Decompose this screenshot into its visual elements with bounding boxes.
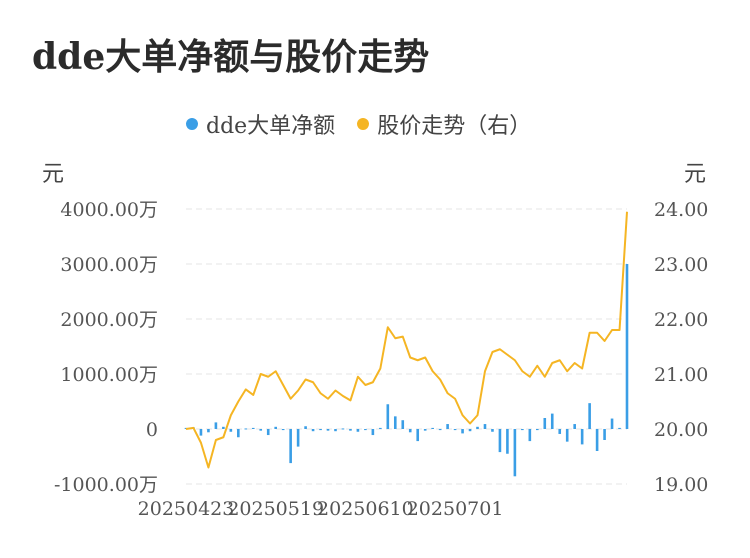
- x-tick-label: 20250519: [227, 498, 324, 520]
- bar-series-dde: [184, 264, 629, 477]
- dde-bar[interactable]: [625, 264, 629, 429]
- y-right-tick-label: 20.00: [654, 419, 708, 441]
- line-series-price: [185, 211, 628, 469]
- dde-bar[interactable]: [506, 429, 509, 454]
- dde-bar[interactable]: [304, 426, 307, 429]
- dde-bar[interactable]: [222, 426, 225, 429]
- dde-bar[interactable]: [207, 429, 210, 433]
- dde-bar[interactable]: [521, 429, 524, 431]
- dde-bar[interactable]: [618, 427, 621, 429]
- dde-bar[interactable]: [326, 429, 330, 431]
- y-right-tick-label: 22.00: [654, 309, 708, 331]
- dde-bar[interactable]: [311, 429, 315, 432]
- x-tick-label: 20250610: [317, 498, 414, 520]
- dde-bar[interactable]: [364, 429, 367, 431]
- dde-bar[interactable]: [528, 429, 532, 442]
- dde-bar[interactable]: [610, 418, 614, 429]
- dde-bar[interactable]: [289, 429, 292, 464]
- dde-bar[interactable]: [379, 427, 382, 429]
- dde-bar[interactable]: [408, 429, 412, 433]
- dde-bar[interactable]: [468, 429, 472, 432]
- legend-dot-dde-icon: [186, 118, 198, 130]
- chart-title: dde大单净额与股价走势: [32, 36, 430, 78]
- dde-bar[interactable]: [214, 422, 218, 429]
- chart-legend: dde大单净额 股价走势（右）: [186, 108, 553, 140]
- dde-bar[interactable]: [416, 429, 420, 442]
- dde-bar[interactable]: [349, 429, 352, 431]
- legend-item-price[interactable]: 股价走势（右）: [357, 108, 531, 140]
- x-tick-label: 20250423: [138, 498, 235, 520]
- dde-bar[interactable]: [281, 429, 285, 431]
- dde-bar[interactable]: [588, 403, 591, 429]
- y-right-tick-label: 21.00: [654, 364, 708, 386]
- y-left-tick-label: -1000.00万: [54, 474, 158, 496]
- y-left-tick-label: 1000.00万: [60, 364, 158, 386]
- dde-bar[interactable]: [423, 429, 427, 431]
- right-axis-unit: 元: [684, 162, 707, 187]
- dde-bar[interactable]: [341, 428, 345, 430]
- dde-bar[interactable]: [543, 418, 547, 429]
- dde-bar[interactable]: [199, 429, 203, 436]
- dde-bar[interactable]: [431, 427, 434, 429]
- dde-bar[interactable]: [453, 429, 457, 431]
- dde-bar[interactable]: [393, 416, 397, 429]
- axis-labels: -1000.00万 19.00 0 20.00 1000.00万 21.00 2000.00…: [54, 199, 708, 520]
- y-right-tick-label: 19.00: [654, 474, 708, 496]
- dde-bar[interactable]: [461, 429, 464, 434]
- dde-bar[interactable]: [334, 429, 337, 432]
- dde-bar[interactable]: [251, 427, 255, 429]
- y-left-tick-label: 0: [146, 419, 158, 441]
- y-left-tick-label: 2000.00万: [60, 309, 158, 331]
- dde-bar[interactable]: [513, 429, 517, 477]
- dde-bar[interactable]: [259, 429, 263, 431]
- y-left-tick-label: 4000.00万: [60, 199, 158, 221]
- x-tick-label: 20250701: [407, 498, 504, 520]
- dde-bar[interactable]: [356, 429, 360, 432]
- dde-bar[interactable]: [266, 429, 270, 436]
- dde-bar[interactable]: [498, 429, 502, 453]
- dde-bar[interactable]: [550, 413, 554, 429]
- y-right-tick-label: 23.00: [654, 254, 708, 276]
- dde-bar[interactable]: [476, 426, 479, 429]
- dde-bar[interactable]: [565, 429, 569, 442]
- dde-bar[interactable]: [296, 429, 300, 447]
- dde-bar[interactable]: [595, 429, 599, 451]
- dde-bar[interactable]: [237, 429, 240, 438]
- dde-bar[interactable]: [491, 429, 494, 432]
- legend-label-dde: dde大单净额: [206, 114, 336, 139]
- legend-dot-price-icon: [357, 118, 370, 130]
- dde-bar[interactable]: [274, 426, 277, 429]
- legend-item-dde[interactable]: dde大单净额: [186, 108, 335, 140]
- dde-bar[interactable]: [580, 429, 584, 445]
- dde-bar[interactable]: [401, 420, 405, 429]
- dde-bar[interactable]: [446, 424, 449, 429]
- dde-bar[interactable]: [603, 429, 606, 440]
- dde-bar[interactable]: [386, 404, 390, 429]
- dde-bar[interactable]: [483, 424, 487, 429]
- dde-bar[interactable]: [438, 429, 442, 431]
- dde-bar[interactable]: [371, 429, 375, 436]
- dde-bar[interactable]: [244, 428, 248, 430]
- y-left-tick-label: 3000.00万: [60, 254, 158, 276]
- y-right-tick-label: 24.00: [654, 199, 708, 221]
- dde-bar[interactable]: [319, 429, 322, 431]
- left-axis-unit: 元: [42, 162, 65, 187]
- dde-bar[interactable]: [229, 429, 233, 432]
- dde-bar[interactable]: [536, 429, 539, 431]
- dde-bar[interactable]: [573, 424, 576, 429]
- legend-label-price: 股价走势（右）: [377, 114, 532, 139]
- price-line: [185, 211, 628, 469]
- dde-bar[interactable]: [558, 429, 562, 434]
